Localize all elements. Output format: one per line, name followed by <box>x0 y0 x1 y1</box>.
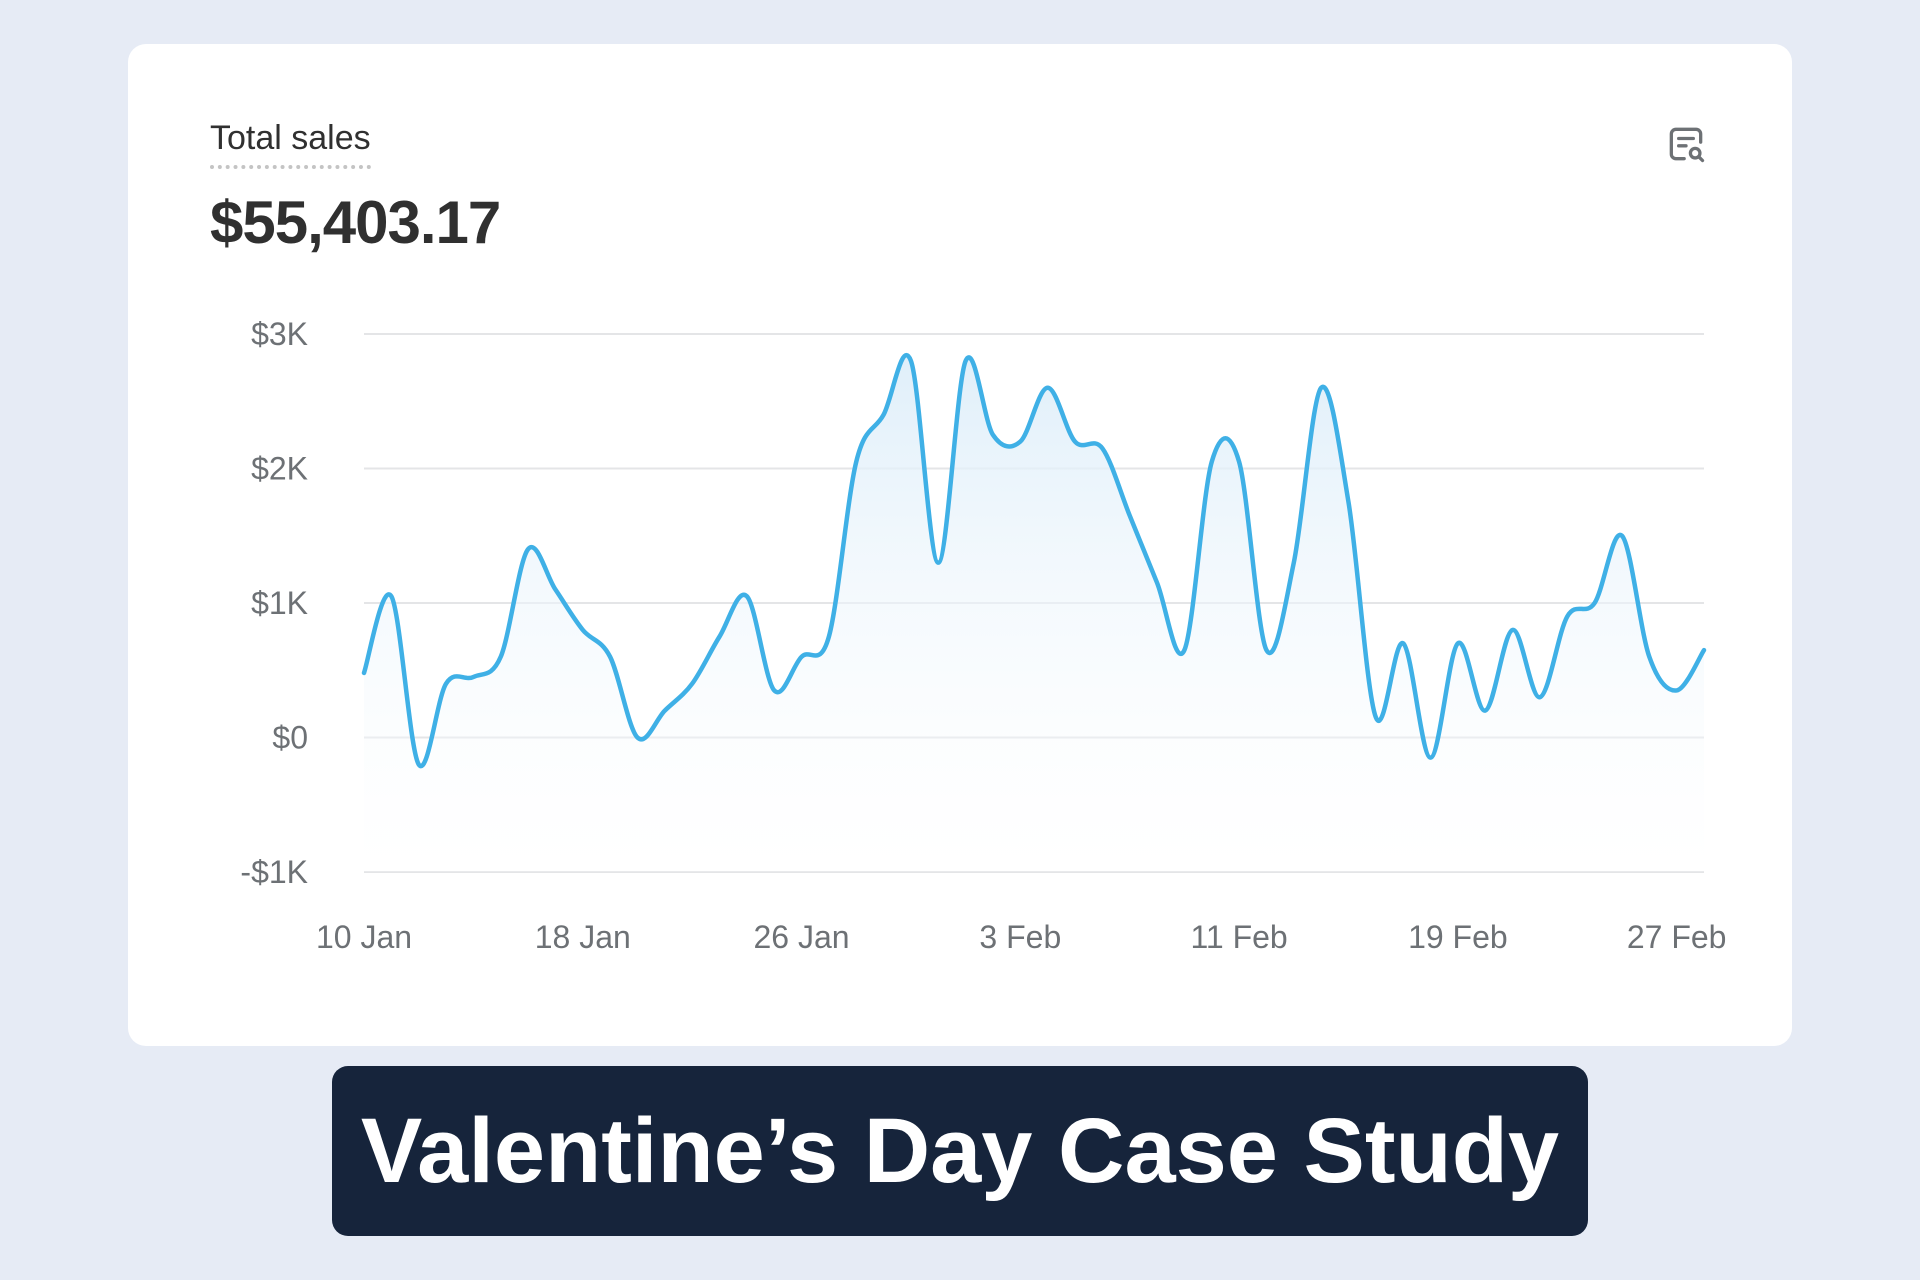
data-point[interactable] <box>819 627 839 647</box>
case-study-banner: Valentine’s Day Case Study <box>332 1066 1588 1236</box>
data-point[interactable] <box>1639 647 1659 667</box>
data-point[interactable] <box>1311 378 1331 398</box>
data-point[interactable] <box>1421 748 1441 768</box>
data-point[interactable] <box>1038 378 1058 398</box>
data-point[interactable] <box>737 586 757 606</box>
y-tick-label: -$1K <box>240 854 308 890</box>
data-point[interactable] <box>354 663 374 683</box>
data-point[interactable] <box>1147 573 1167 593</box>
x-tick-label: 27 Feb <box>1627 919 1727 955</box>
x-tick-label: 3 Feb <box>979 919 1061 955</box>
data-point[interactable] <box>1503 620 1523 640</box>
sales-line <box>361 352 1707 769</box>
data-point[interactable] <box>518 539 538 559</box>
data-point[interactable] <box>1229 452 1249 472</box>
data-point[interactable] <box>409 754 429 774</box>
data-point[interactable] <box>491 647 511 667</box>
data-point[interactable] <box>1475 701 1495 721</box>
data-point[interactable] <box>983 425 1003 445</box>
data-point[interactable] <box>1010 432 1030 452</box>
explore-report-button[interactable] <box>1658 116 1714 172</box>
data-point[interactable] <box>1338 492 1358 512</box>
data-point[interactable] <box>901 351 921 371</box>
sales-card: Total sales $55,403.17 $3K $2K $1K $0 -$1K 1… <box>128 44 1792 1046</box>
y-tick-label: $0 <box>272 720 308 756</box>
banner-title: Valentine’s Day Case Study <box>360 1099 1560 1202</box>
sales-chart: $3K $2K $1K $0 -$1K 10 Jan 18 Jan 26 Jan 3 Feb 1… <box>240 316 1727 955</box>
data-point[interactable] <box>463 667 483 687</box>
data-point[interactable] <box>1065 432 1085 452</box>
y-tick-label: $2K <box>251 451 308 487</box>
x-tick-label: 19 Feb <box>1408 919 1508 955</box>
data-point[interactable] <box>600 647 620 667</box>
report-search-icon <box>1669 127 1705 163</box>
data-point[interactable] <box>874 405 894 425</box>
data-point[interactable] <box>1557 606 1577 626</box>
data-point[interactable] <box>627 728 647 748</box>
data-point[interactable] <box>1120 506 1140 526</box>
data-point[interactable] <box>545 580 565 600</box>
data-point[interactable] <box>436 674 456 694</box>
x-tick-label: 10 Jan <box>316 919 412 955</box>
data-point[interactable] <box>1284 553 1304 573</box>
data-point[interactable] <box>1612 526 1632 546</box>
y-tick-label: $1K <box>251 585 308 621</box>
data-point[interactable] <box>1366 707 1386 727</box>
data-point[interactable] <box>381 586 401 606</box>
x-tick-label: 18 Jan <box>535 919 631 955</box>
data-point[interactable] <box>928 553 948 573</box>
metric-value: $55,403.17 <box>210 189 501 256</box>
data-point[interactable] <box>1202 452 1222 472</box>
data-point[interactable] <box>956 351 976 371</box>
data-point[interactable] <box>1448 633 1468 653</box>
data-point[interactable] <box>1256 640 1276 660</box>
data-point[interactable] <box>573 620 593 640</box>
metric-label[interactable]: Total sales <box>210 119 371 170</box>
data-point[interactable] <box>1585 593 1605 613</box>
data-point[interactable] <box>682 674 702 694</box>
data-point[interactable] <box>1530 687 1550 707</box>
data-point[interactable] <box>710 627 730 647</box>
data-point[interactable] <box>1174 640 1194 660</box>
y-tick-label: $3K <box>251 316 308 352</box>
data-point[interactable] <box>792 647 812 667</box>
data-point[interactable] <box>1667 680 1687 700</box>
x-tick-label: 26 Jan <box>754 919 850 955</box>
x-tick-label: 11 Feb <box>1190 919 1287 955</box>
data-point[interactable] <box>1092 438 1112 458</box>
data-point[interactable] <box>764 680 784 700</box>
data-point[interactable] <box>655 701 675 721</box>
data-point[interactable] <box>1694 640 1714 660</box>
data-point[interactable] <box>846 452 866 472</box>
sales-area <box>364 355 1704 872</box>
data-point[interactable] <box>1393 633 1413 653</box>
